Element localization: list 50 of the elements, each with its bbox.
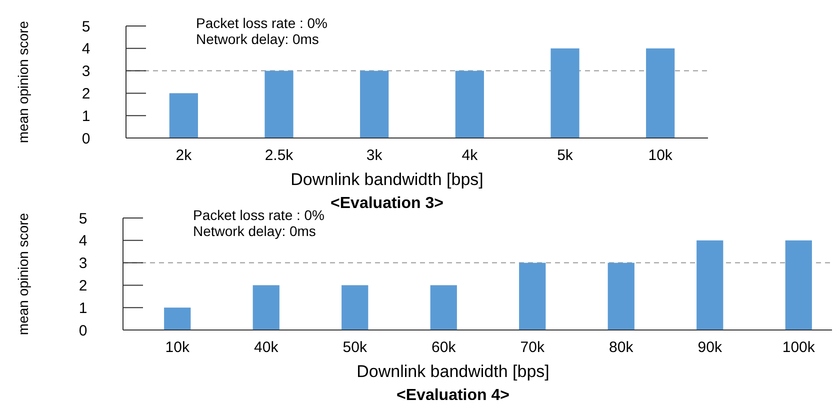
bar [164,308,191,330]
bar [785,240,812,330]
y-tick-label: 1 [78,300,88,317]
x-tick-label: 3k [366,147,383,164]
y-tick-label: 5 [78,210,88,228]
bar [342,285,368,330]
x-tick-label: 2.5k [264,147,294,164]
bar [169,93,198,138]
y-axis-title: mean opinion score [15,20,31,144]
text: <Evaluation 3> [330,195,444,212]
y-tick-label: 0 [78,322,88,340]
bar [264,70,294,138]
bar [455,70,484,138]
bar [360,70,389,138]
x-tick-label: 80k [609,339,634,356]
y-tick-label: 2 [78,277,88,294]
text: <Evaluation 4> [396,387,510,404]
x-tick-label: 10k [165,339,190,356]
bar [519,262,546,330]
bar [696,240,724,330]
y-tick-label: 3 [82,63,90,80]
x-tick-label: 4k [462,147,478,164]
x-tick-label: 10k [648,147,673,164]
y-tick-label: 5 [82,18,90,36]
bar [550,48,580,138]
x-axis-title: Downlink bandwidth [bps] [356,362,550,381]
x-tick-label: 2k [176,147,192,164]
x-tick-label: 50k [342,339,368,356]
x-tick-label: 100k [782,339,816,356]
x-tick-label: 90k [698,339,722,356]
y-axis-title: mean opinion score [15,212,31,336]
annotation: Packet loss rate : 0% [196,15,328,31]
bar [608,262,634,330]
x-tick-label: 60k [432,339,456,356]
y-tick-label: 3 [78,255,88,272]
x-tick-label: 5k [557,147,574,164]
x-tick-label: 40k [254,339,279,356]
annotation: Packet loss rate : 0% [193,207,325,223]
y-tick-label: 0 [82,130,90,148]
bar [646,48,675,138]
annotation: Network delay: 0ms [193,223,316,239]
bar [252,285,280,330]
y-tick-label: 2 [82,85,90,102]
y-tick-label: 4 [82,40,90,58]
annotation: Network delay: 0ms [196,31,319,47]
x-tick-label: 70k [520,339,545,356]
bar [430,285,457,330]
x-axis-title: Downlink bandwidth [bps] [290,170,484,189]
y-tick-label: 4 [78,232,88,250]
y-tick-label: 1 [82,108,90,125]
